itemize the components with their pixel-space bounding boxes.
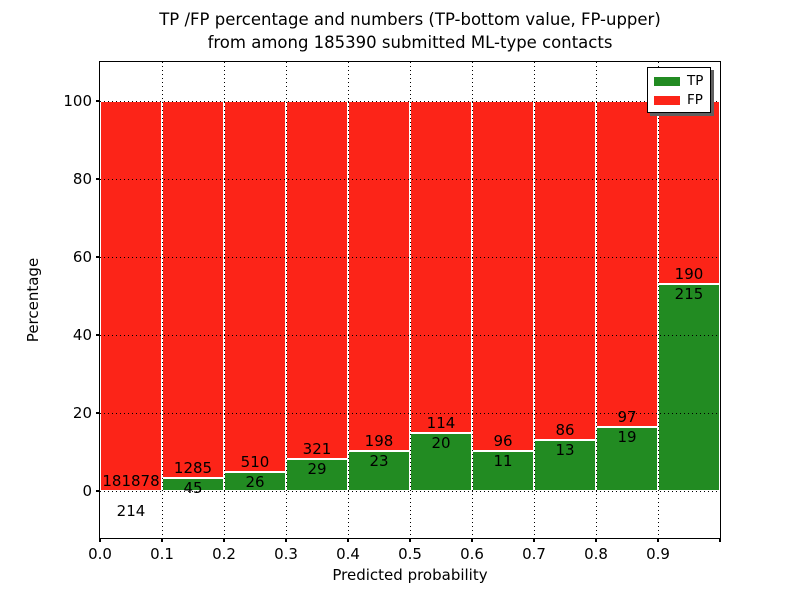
bar-segment-fp-0	[100, 101, 162, 491]
y-tick-label: 80	[72, 170, 92, 189]
x-tick-mark	[471, 538, 473, 542]
legend-item-tp: TP	[654, 72, 704, 91]
fp-count-label-8: 97	[617, 408, 637, 427]
chart-title-line-1: TP /FP percentage and numbers (TP-bottom…	[159, 10, 661, 29]
tp-count-label-6: 11	[493, 452, 513, 471]
y-tick-label: 0	[82, 482, 92, 501]
plot-area: TP FP 181878 214 1285 45 510 26 321 29 198 23 114 2…	[63, 60, 721, 563]
x-tick-label: 0.6	[460, 545, 484, 563]
bar-segment-tp-9	[658, 284, 720, 492]
y-tick-mark	[96, 100, 100, 102]
h-gridline	[100, 490, 720, 492]
x-tick-label: 0.1	[150, 545, 174, 563]
y-tick-label: 20	[72, 404, 92, 423]
v-gridline	[471, 62, 473, 538]
tp-count-label-0: 214	[116, 501, 146, 520]
bar-segment-tp-3	[286, 458, 348, 492]
y-tick-mark	[96, 256, 100, 258]
tp-legend-label: TP	[687, 73, 704, 89]
bar-segment-fp-6	[472, 101, 534, 452]
y-tick-mark	[96, 412, 100, 414]
tp-count-label-4: 23	[369, 451, 389, 470]
x-tick-mark	[595, 538, 597, 542]
y-tick-mark	[96, 334, 100, 336]
legend-item-fp: FP	[654, 91, 704, 110]
fp-count-label-1: 1285	[173, 458, 213, 477]
bar-segment-fp-2	[224, 101, 286, 473]
tp-count-label-8: 19	[617, 428, 637, 447]
x-tick-mark	[409, 538, 411, 542]
x-tick-mark	[657, 538, 659, 542]
bar-segment-fp-4	[348, 101, 410, 451]
x-tick-label: 0.2	[212, 545, 236, 563]
x-tick-mark	[99, 538, 101, 542]
x-tick-mark	[161, 538, 163, 542]
h-gridline	[100, 256, 720, 258]
tp-count-label-9: 215	[674, 285, 704, 304]
bar-segment-tp-4	[348, 450, 410, 492]
tp-count-label-1: 45	[183, 478, 203, 497]
fp-count-label-7: 86	[555, 420, 575, 439]
bar-segment-tp-5	[410, 432, 472, 492]
x-tick-mark	[285, 538, 287, 542]
tp-count-label-2: 26	[245, 473, 265, 492]
bar-segment-fp-1	[162, 101, 224, 478]
bar-segment-fp-9	[658, 101, 720, 285]
fp-count-label-4: 198	[364, 431, 394, 450]
x-tick-mark	[533, 538, 535, 542]
y-tick-label: 40	[72, 326, 92, 345]
v-gridline	[657, 62, 659, 538]
y-tick-mark	[96, 178, 100, 180]
tp-legend-swatch	[654, 77, 680, 86]
fp-count-label-0: 181878	[102, 471, 160, 490]
h-gridline	[100, 100, 720, 102]
bar-segment-fp-3	[286, 101, 348, 459]
fp-count-label-6: 96	[493, 432, 513, 451]
v-gridline	[161, 62, 163, 538]
tp-count-label-5: 20	[431, 433, 451, 452]
h-gridline	[100, 334, 720, 336]
v-gridline	[533, 62, 535, 538]
fp-legend-label: FP	[687, 92, 703, 108]
v-gridline	[409, 62, 411, 538]
h-gridline	[100, 412, 720, 414]
bar-segment-tp-8	[596, 427, 658, 492]
y-tick-label: 60	[72, 248, 92, 267]
x-tick-label: 0.9	[646, 545, 670, 563]
bar-segment-fp-5	[410, 101, 472, 433]
v-gridline	[347, 62, 349, 538]
v-gridline	[595, 62, 597, 538]
tp-count-label-7: 13	[555, 440, 575, 459]
bar-segment-fp-8	[596, 101, 658, 428]
y-axis-label: Percentage	[24, 257, 42, 343]
fp-count-label-2: 510	[240, 453, 270, 472]
h-gridline	[100, 178, 720, 180]
x-axis-label: Predicted probability	[332, 566, 488, 584]
x-tick-mark	[719, 538, 721, 542]
chart-title-line-2: from among 185390 submitted ML-type cont…	[207, 33, 613, 52]
x-tick-label: 0.5	[398, 545, 422, 563]
tp-count-label-3: 29	[307, 459, 327, 478]
y-tick-label: 100	[63, 92, 92, 111]
fp-count-label-5: 114	[426, 413, 456, 432]
x-tick-label: 0.4	[336, 545, 360, 563]
v-gridline	[223, 62, 225, 538]
chart-title: TP /FP percentage and numbers (TP-bottom…	[100, 8, 720, 54]
y-tick-mark	[96, 490, 100, 492]
legend: TP FP	[647, 67, 711, 113]
x-tick-mark	[223, 538, 225, 542]
fp-count-label-9: 190	[674, 265, 704, 284]
bar-segment-tp-7	[534, 439, 596, 492]
fp-count-label-3: 321	[302, 439, 332, 458]
fp-legend-swatch	[654, 96, 680, 105]
x-tick-label: 0.3	[274, 545, 298, 563]
v-gridline	[285, 62, 287, 538]
x-tick-label: 0.0	[88, 545, 112, 563]
x-tick-label: 0.8	[584, 545, 608, 563]
bar-segment-fp-7	[534, 101, 596, 440]
x-tick-mark	[347, 538, 349, 542]
x-tick-label: 0.7	[522, 545, 546, 563]
